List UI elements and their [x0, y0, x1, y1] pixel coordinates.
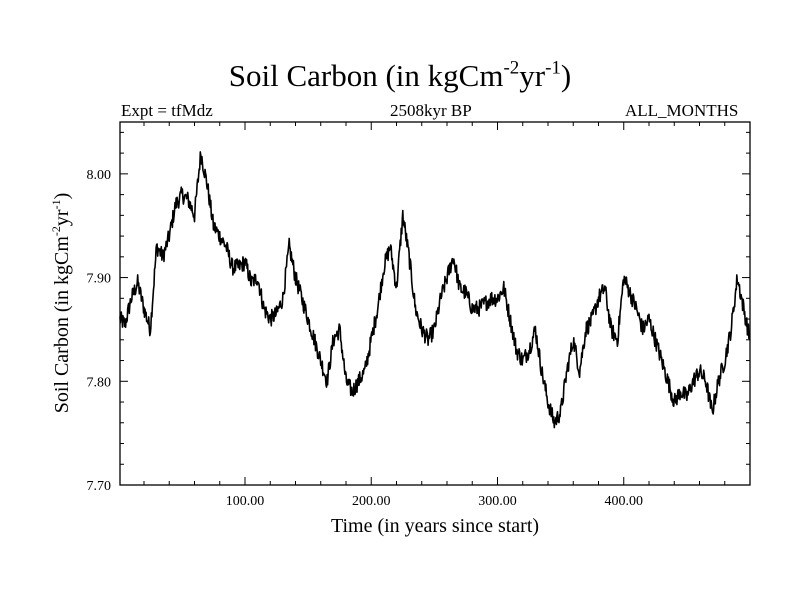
- tick-marks: [120, 122, 750, 486]
- x-tick-label: 100.00: [226, 494, 265, 509]
- y-tick-label: 8.00: [87, 168, 112, 183]
- y-tick-labels: 7.70 7.80 7.90 8.00: [87, 168, 112, 494]
- x-tick-label: 300.00: [478, 494, 517, 509]
- y-tick-label: 7.70: [87, 479, 112, 494]
- experiment-label: Expt = tfMdz: [121, 101, 213, 120]
- title-text-mid: yr: [519, 58, 546, 93]
- soil-carbon-line: [119, 151, 751, 429]
- y-axis-label: Soil Carbon (in kgCm-2yr-1): [49, 193, 73, 414]
- title-text: Soil Carbon (in kgCm: [228, 58, 504, 93]
- x-tick-label: 400.00: [604, 494, 643, 509]
- chart-title: Soil Carbon (in kgCm-2yr-1): [0, 58, 800, 94]
- x-tick-labels: 100.00 200.00 300.00 400.00: [226, 494, 643, 509]
- plot-frame: [119, 121, 751, 486]
- y-tick-label: 7.90: [87, 272, 112, 287]
- x-axis-label: Time (in years since start): [331, 515, 539, 537]
- y-tick-label: 7.80: [87, 375, 112, 390]
- period-label: 2508kyr BP: [390, 101, 472, 120]
- x-tick-label: 200.00: [352, 494, 391, 509]
- title-text-end: ): [560, 58, 572, 93]
- months-label: ALL_MONTHS: [625, 101, 739, 120]
- title-superscript-2: -1: [545, 57, 561, 79]
- title-superscript-1: -2: [503, 57, 520, 79]
